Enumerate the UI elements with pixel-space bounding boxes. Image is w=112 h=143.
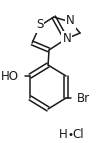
Text: Cl: Cl [72,128,84,141]
Text: H: H [59,128,68,141]
Text: •: • [68,130,74,140]
Text: Br: Br [77,92,90,105]
Text: S: S [36,18,43,31]
Text: N: N [66,14,75,27]
Text: HO: HO [0,69,18,83]
Text: N: N [62,32,71,45]
